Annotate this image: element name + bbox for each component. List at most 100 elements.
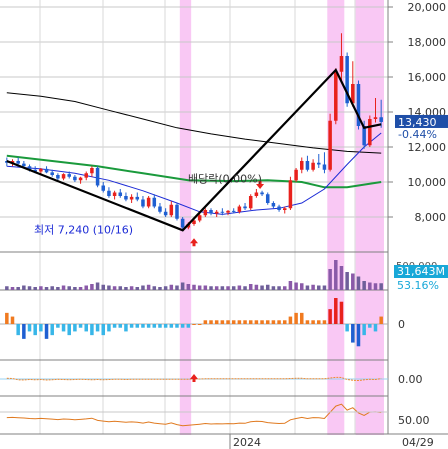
candle-body xyxy=(84,173,88,178)
volume-bar xyxy=(90,284,94,290)
oscillator-bar xyxy=(90,324,94,336)
oscillator-bar xyxy=(107,324,111,332)
oscillator-bar xyxy=(197,324,202,325)
candle-body xyxy=(265,194,270,203)
oscillator-bar xyxy=(305,320,310,324)
volume-bar xyxy=(203,285,208,290)
oscillator-bar xyxy=(141,324,145,328)
candle-body xyxy=(356,84,361,126)
volume-bar xyxy=(379,283,383,290)
oscillator-bar xyxy=(33,324,37,336)
oscillator-bar xyxy=(373,324,378,332)
current-price-label: 13,430 xyxy=(398,116,437,129)
candle-body xyxy=(169,204,174,216)
candle-body xyxy=(226,210,230,213)
volume-bar xyxy=(265,284,270,290)
volume-bar xyxy=(305,285,310,290)
oscillator-bar xyxy=(192,324,196,325)
candle-body xyxy=(237,206,242,212)
candle-body xyxy=(328,120,332,170)
volume-bar xyxy=(311,284,315,290)
current-price-box xyxy=(395,114,448,128)
candle-body xyxy=(67,174,71,177)
oscillator-bar xyxy=(78,324,83,328)
oscillator-bar xyxy=(351,324,355,343)
candle-body xyxy=(288,180,293,209)
panel-3-zero-label: 0.00 xyxy=(398,373,423,386)
candle-body xyxy=(90,168,94,174)
oscillator-bar xyxy=(124,324,128,332)
oscillator-bar xyxy=(226,320,230,324)
candle-body xyxy=(351,84,355,104)
volume-bar xyxy=(33,287,37,290)
candle-body xyxy=(243,206,247,209)
candle-body xyxy=(56,175,60,179)
volume-bar xyxy=(322,285,327,290)
oscillator-bar xyxy=(50,324,54,336)
oscillator-bar xyxy=(101,324,106,336)
oscillator-bar xyxy=(334,298,338,324)
candle-body xyxy=(220,211,225,213)
oscillator-bar xyxy=(294,312,298,324)
oscillator-bar xyxy=(220,320,225,324)
oscillator-bar xyxy=(135,324,140,328)
chart-annotations: 13,430-0.44% 최저 7,240 (10/16) 배당락(0.00%) 50… xyxy=(34,114,448,449)
oscillator-bar xyxy=(311,320,315,324)
low-price-annotation: 최저 7,240 (10/16) xyxy=(34,223,133,236)
candle-body xyxy=(197,215,202,221)
volume-bar xyxy=(78,287,83,290)
candle-body xyxy=(146,197,151,207)
candle-body xyxy=(107,190,111,196)
oscillator-bar xyxy=(231,320,236,324)
oscillator-bar xyxy=(368,324,372,328)
volume-bar xyxy=(328,269,332,290)
oscillator-bar xyxy=(61,324,66,332)
panel-4-line xyxy=(0,403,388,427)
candle-body xyxy=(300,161,304,170)
candle-body xyxy=(339,56,344,72)
oscillator-zero-label: 0 xyxy=(398,318,405,331)
candle-body xyxy=(135,196,140,200)
oscillator-bar xyxy=(27,324,32,332)
candle-body xyxy=(61,174,66,179)
volume-bar xyxy=(56,287,60,290)
candle-body xyxy=(163,211,168,216)
oscillator-bar xyxy=(39,324,43,332)
oscillator-bar xyxy=(158,324,162,328)
candle-body xyxy=(73,176,77,181)
panel-4-line xyxy=(6,403,382,427)
candle-body xyxy=(322,164,327,170)
dividend-arrow-icon xyxy=(256,181,265,189)
candle-body xyxy=(141,199,145,207)
ma-long-line xyxy=(6,92,382,154)
volume-bar xyxy=(351,273,355,290)
volume-bar xyxy=(27,286,32,290)
volume-bar xyxy=(5,286,9,290)
ma-mid-line xyxy=(6,154,382,189)
oscillator-bar xyxy=(237,320,242,324)
volume-bar xyxy=(129,286,134,290)
candle-body xyxy=(209,210,213,214)
volume-bar xyxy=(163,286,168,290)
candle-body xyxy=(277,206,281,210)
candle-body xyxy=(180,218,185,228)
oscillator-bar xyxy=(271,320,276,324)
volume-bar xyxy=(61,285,66,290)
volume-bars xyxy=(5,260,383,290)
volume-bar xyxy=(345,272,349,290)
candle-body xyxy=(78,177,83,181)
oscillator-bar xyxy=(379,316,383,324)
candle-body xyxy=(16,161,20,164)
volume-bar xyxy=(248,284,253,290)
volume-bar xyxy=(84,285,88,290)
oscillator-bar xyxy=(328,309,332,324)
volume-percent-label: 53.16% xyxy=(397,279,439,292)
candle-body xyxy=(33,169,37,172)
candle-body xyxy=(44,168,49,173)
candle-body xyxy=(379,117,383,122)
signal-arrow-icon xyxy=(190,374,198,382)
volume-bar xyxy=(226,286,230,290)
volume-bar xyxy=(118,286,123,290)
candle-body xyxy=(248,196,253,209)
volume-bar xyxy=(175,285,179,290)
